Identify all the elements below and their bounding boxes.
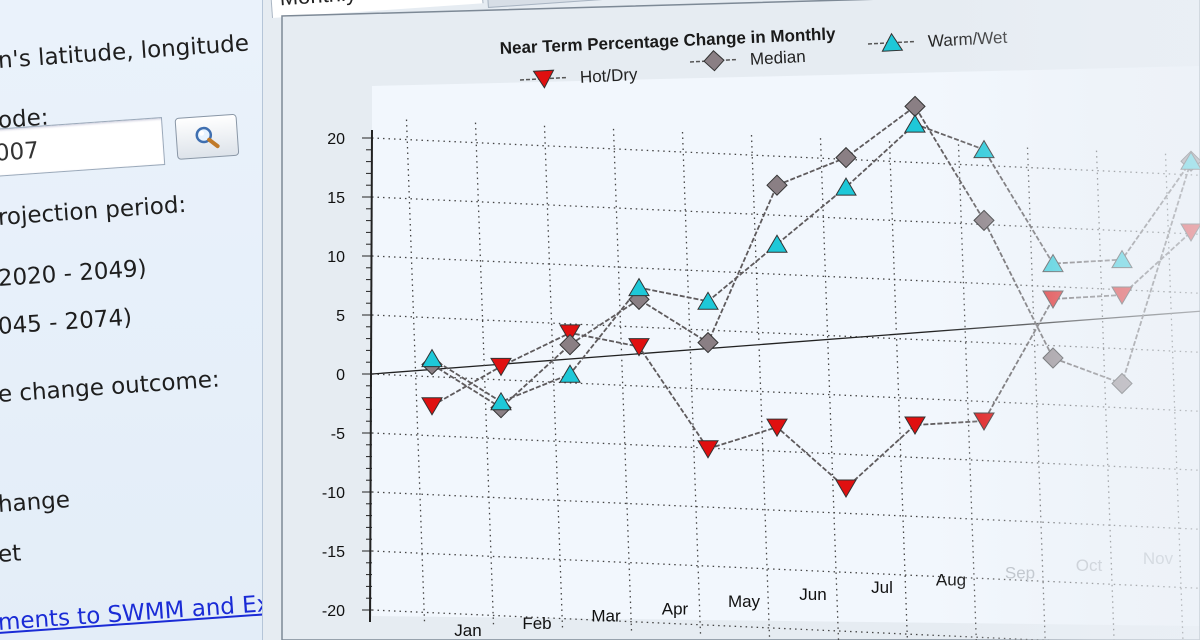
marker-triangle-up — [628, 277, 650, 297]
marker-triangle-up — [697, 291, 719, 310]
legend-label: Hot/Dry — [579, 65, 638, 87]
legend-item: Warm/Wet — [867, 28, 1008, 52]
y-tick-label: -20 — [322, 603, 345, 620]
gridline-h — [371, 137, 1200, 176]
marker-triangle-down — [490, 357, 512, 377]
marker-triangle-down — [532, 69, 555, 89]
legend-label: Warm/Wet — [927, 28, 1007, 51]
marker-diamond — [835, 146, 857, 169]
gridline-v — [888, 141, 909, 640]
search-button[interactable] — [174, 113, 240, 160]
marker-diamond — [697, 331, 719, 354]
plot-background — [372, 66, 1200, 626]
gridline-v — [681, 131, 702, 634]
gridline-h — [371, 255, 1200, 294]
x-tick-label: Apr — [662, 599, 689, 618]
marker-triangle-up — [421, 348, 443, 368]
y-tick-label: 20 — [327, 131, 345, 148]
magnifier-icon — [195, 126, 220, 149]
x-tick-label: Jul — [871, 578, 893, 597]
y-tick-label: -10 — [322, 485, 345, 502]
x-tick-label: Sep — [1005, 563, 1035, 582]
marker-triangle-up — [835, 177, 857, 196]
y-tick-label: 15 — [327, 190, 345, 207]
gridline-v — [819, 138, 840, 640]
y-tick-label: 10 — [327, 249, 345, 266]
gridline-v — [612, 128, 633, 631]
marker-triangle-down — [559, 324, 581, 343]
marker-triangle-down — [697, 440, 719, 459]
y-tick-label: -15 — [322, 544, 345, 561]
gridline-v — [543, 125, 564, 628]
marker-triangle-down — [904, 416, 926, 435]
marker-triangle-up — [559, 364, 581, 383]
gridline-h — [371, 432, 1200, 471]
chart-frame — [281, 0, 1200, 640]
gridline-h — [371, 373, 1200, 412]
marker-triangle-down — [766, 418, 788, 438]
marker-triangle-down — [835, 479, 857, 498]
x-tick-label: Oct — [1076, 556, 1103, 575]
gridline-v — [750, 135, 771, 638]
marker-diamond — [559, 333, 581, 356]
x-tick-label: May — [728, 592, 761, 611]
y-tick-label: -5 — [331, 426, 345, 443]
gridline-h — [371, 609, 1054, 640]
x-tick-label: Jan — [454, 621, 481, 640]
x-tick-label: Aug — [936, 571, 966, 590]
x-tick-label: Mar — [591, 607, 621, 626]
marker-triangle-up — [490, 391, 512, 411]
marker-triangle-up — [904, 114, 926, 133]
marker-diamond — [703, 50, 725, 72]
y-tick-label: 5 — [336, 308, 345, 325]
legend-item: Median — [689, 47, 806, 72]
marker-triangle-down — [421, 397, 443, 416]
y-tick-label: 0 — [336, 367, 345, 384]
x-tick-label: Nov — [1143, 549, 1174, 568]
gridline-v — [474, 122, 495, 625]
marker-triangle-up — [766, 234, 788, 253]
marker-triangle-up — [881, 32, 904, 52]
marker-triangle-down — [628, 338, 650, 357]
x-tick-label: Jun — [799, 585, 826, 604]
options-panel: n's latitude, longitude ode: 007 rojecti… — [0, 0, 263, 640]
y-axis — [369, 129, 373, 623]
marker-diamond — [766, 174, 788, 196]
gridline-h — [371, 491, 1200, 530]
gridline-v — [405, 119, 426, 622]
gridline-h — [371, 196, 1200, 235]
legend-label: Median — [749, 47, 806, 69]
gridline-h — [371, 550, 1200, 589]
legend-item: Hot/Dry — [519, 65, 638, 89]
gridline-h — [371, 314, 1200, 353]
x-tick-label: Feb — [522, 614, 551, 633]
